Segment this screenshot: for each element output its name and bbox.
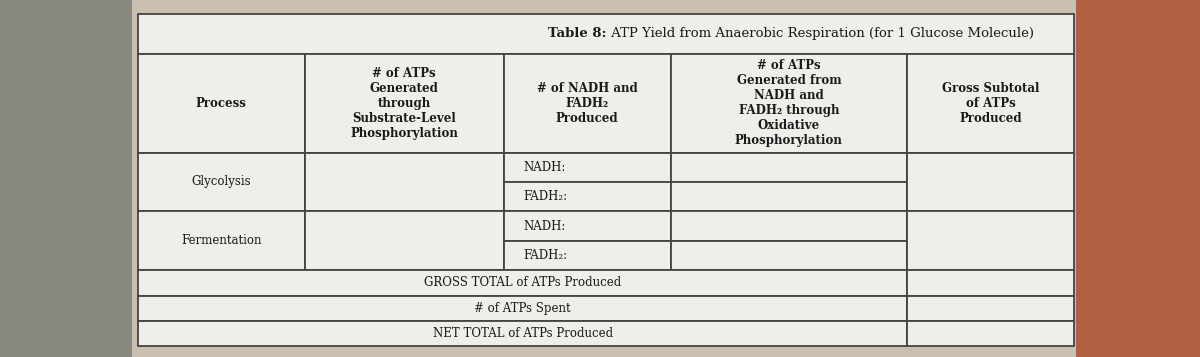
Bar bbox=[504, 152, 671, 182]
Bar bbox=[671, 211, 907, 241]
Text: FADH₂:: FADH₂: bbox=[524, 190, 568, 203]
Bar bbox=[907, 270, 1074, 296]
Bar bbox=[671, 152, 907, 182]
Bar bbox=[305, 54, 504, 152]
Bar bbox=[907, 54, 1074, 152]
Bar bbox=[671, 54, 907, 152]
Text: # of ATPs Spent: # of ATPs Spent bbox=[474, 302, 571, 315]
Bar bbox=[1076, 0, 1200, 357]
Text: # of ATPs
Generated from
NADH and
FADH₂ through
Oxidative
Phosphorylation: # of ATPs Generated from NADH and FADH₂ … bbox=[734, 59, 842, 147]
Text: ATP Yield from Anaerobic Respiration (for 1 Glucose Molecule): ATP Yield from Anaerobic Respiration (fo… bbox=[607, 27, 1034, 40]
Bar bbox=[504, 211, 671, 241]
Bar bbox=[504, 54, 671, 152]
Bar bbox=[305, 152, 504, 211]
Text: Glycolysis: Glycolysis bbox=[192, 176, 251, 188]
Bar bbox=[907, 296, 1074, 321]
Text: # of NADH and
FADH₂
Produced: # of NADH and FADH₂ Produced bbox=[536, 81, 637, 125]
Text: # of ATPs
Generated
through
Substrate-Level
Phosphorylation: # of ATPs Generated through Substrate-Le… bbox=[350, 66, 458, 140]
Text: NADH:: NADH: bbox=[524, 161, 566, 174]
Bar bbox=[504, 182, 671, 211]
Bar bbox=[907, 321, 1074, 346]
Text: FADH₂:: FADH₂: bbox=[524, 249, 568, 262]
Bar bbox=[138, 54, 305, 152]
Bar bbox=[138, 152, 305, 211]
Bar bbox=[671, 241, 907, 270]
Bar bbox=[504, 241, 671, 270]
Text: NET TOTAL of ATPs Produced: NET TOTAL of ATPs Produced bbox=[432, 327, 613, 340]
Bar bbox=[138, 14, 1074, 54]
Bar bbox=[138, 321, 907, 346]
Bar bbox=[671, 182, 907, 211]
Bar bbox=[907, 211, 1074, 270]
Bar bbox=[305, 211, 504, 270]
Text: Table 8:: Table 8: bbox=[547, 27, 606, 40]
Bar bbox=[0, 0, 132, 357]
Bar bbox=[138, 296, 907, 321]
Text: Fermentation: Fermentation bbox=[181, 234, 262, 247]
Text: Gross Subtotal
of ATPs
Produced: Gross Subtotal of ATPs Produced bbox=[942, 81, 1039, 125]
Bar bbox=[138, 270, 907, 296]
Text: Process: Process bbox=[196, 96, 247, 110]
Bar bbox=[138, 211, 305, 270]
Text: GROSS TOTAL of ATPs Produced: GROSS TOTAL of ATPs Produced bbox=[424, 276, 622, 290]
Bar bbox=[907, 152, 1074, 211]
Text: NADH:: NADH: bbox=[524, 220, 566, 232]
